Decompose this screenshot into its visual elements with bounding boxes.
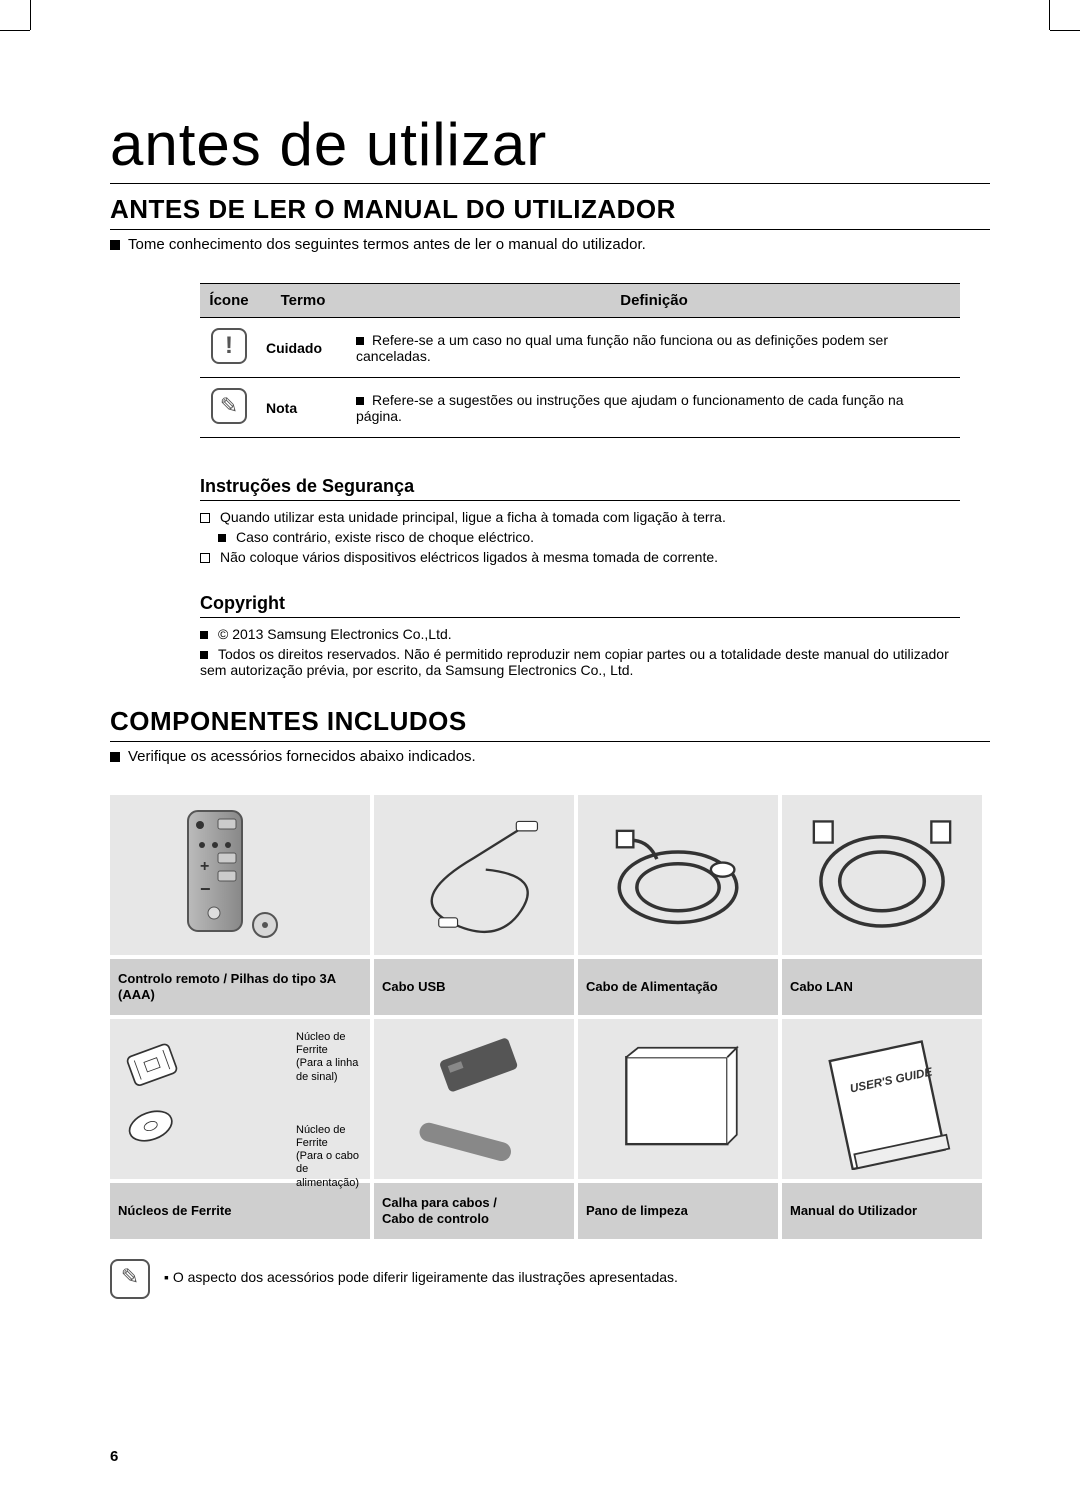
safety-item-0: Quando utilizar esta unidade principal, … bbox=[200, 507, 960, 527]
safety-item-1: Caso contrário, existe risco de choque e… bbox=[200, 527, 960, 547]
core-label-top: Núcleo de Ferrite (Para a linha de sinal… bbox=[296, 1031, 370, 1084]
comp-img-usb bbox=[374, 795, 574, 955]
footer-note-icon bbox=[110, 1259, 150, 1299]
comp-label-manual: Manual do Utilizador bbox=[782, 1183, 982, 1239]
core-label-bottom: Núcleo de Ferrite (Para o cabo de alimen… bbox=[296, 1124, 370, 1190]
page-number: 6 bbox=[110, 1448, 118, 1465]
section-components-title: COMPONENTES INCLUDOS bbox=[110, 706, 990, 742]
def-note-text: Refere-se a sugestões ou instruções que … bbox=[356, 392, 952, 424]
comp-label-remote: Controlo remoto / Pilhas do tipo 3A (AAA… bbox=[110, 959, 370, 1015]
copyright-block: Copyright © 2013 Samsung Electronics Co.… bbox=[200, 593, 960, 680]
comp-label-usb: Cabo USB bbox=[374, 959, 574, 1015]
definitions-table: Ícone Termo Definição Cuidado Refere-se … bbox=[200, 283, 960, 438]
def-header-def: Definição bbox=[348, 284, 960, 318]
comp-img-cablemount bbox=[374, 1019, 574, 1179]
caution-icon bbox=[211, 328, 247, 364]
def-header-term: Termo bbox=[258, 284, 348, 318]
comp-img-remote: + − bbox=[110, 795, 370, 955]
comp-label-cores: Núcleos de Ferrite bbox=[110, 1183, 370, 1239]
comp-img-manual: USER'S GUIDE bbox=[782, 1019, 982, 1179]
def-term-note: Nota bbox=[258, 378, 348, 438]
safety-block: Instruções de Segurança Quando utilizar … bbox=[200, 476, 960, 567]
def-header-icon: Ícone bbox=[200, 284, 258, 318]
comp-label-power: Cabo de Alimentação bbox=[578, 959, 778, 1015]
comp-label-cablemount: Calha para cabos / Cabo de controlo bbox=[374, 1183, 574, 1239]
comp-label-lan: Cabo LAN bbox=[782, 959, 982, 1015]
copyright-item-1: Todos os direitos reservados. Não é perm… bbox=[200, 644, 960, 680]
comp-label-cloth: Pano de limpeza bbox=[578, 1183, 778, 1239]
copyright-title: Copyright bbox=[200, 593, 960, 618]
section-before-reading-title: ANTES DE LER O MANUAL DO UTILIZADOR bbox=[110, 194, 990, 230]
footer-note-row: ▪ O aspecto dos acessórios pode diferir … bbox=[110, 1259, 990, 1299]
comp-img-cloth bbox=[578, 1019, 778, 1179]
svg-text:−: − bbox=[200, 879, 211, 899]
components-grid: + − Controlo remo bbox=[110, 795, 970, 1239]
section1-note: Tome conhecimento dos seguintes termos a… bbox=[110, 236, 990, 253]
def-term-caution: Cuidado bbox=[258, 318, 348, 378]
comp-img-lan bbox=[782, 795, 982, 955]
note-icon bbox=[211, 388, 247, 424]
section2-note: Verifique os acessórios fornecidos abaix… bbox=[110, 748, 990, 765]
def-caution-text: Refere-se a um caso no qual uma função n… bbox=[356, 332, 952, 364]
footer-note-text: O aspecto dos acessórios pode diferir li… bbox=[173, 1269, 678, 1285]
def-row-caution: Cuidado Refere-se a um caso no qual uma … bbox=[200, 318, 960, 378]
copyright-item-0: © 2013 Samsung Electronics Co.,Ltd. bbox=[200, 624, 960, 644]
comp-img-cores: Núcleo de Ferrite (Para a linha de sinal… bbox=[110, 1019, 370, 1179]
safety-title: Instruções de Segurança bbox=[200, 476, 960, 501]
page-title: antes de utilizar bbox=[110, 110, 990, 184]
def-row-note: Nota Refere-se a sugestões ou instruções… bbox=[200, 378, 960, 438]
comp-img-power bbox=[578, 795, 778, 955]
core-side-labels: Núcleo de Ferrite (Para a linha de sinal… bbox=[296, 1019, 370, 1190]
safety-item-2: Não coloque vários dispositivos eléctric… bbox=[200, 547, 960, 567]
svg-text:+: + bbox=[200, 858, 209, 875]
